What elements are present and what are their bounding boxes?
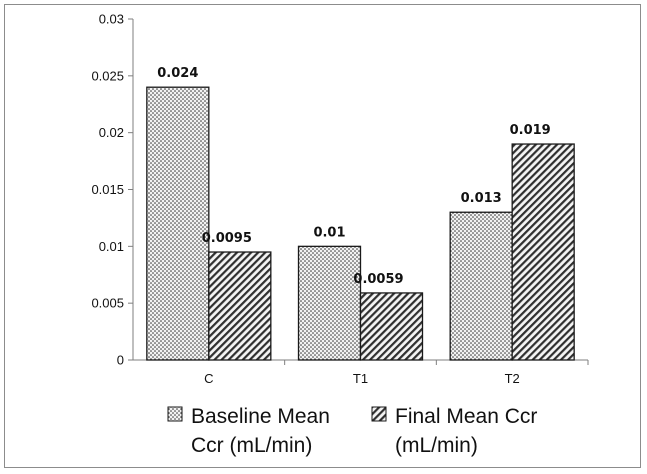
bar-series-0-T2 [449,211,513,361]
legend-swatch-0 [167,406,183,422]
bar-series-1-C [208,251,272,361]
data-labels: 0.024 0.01 0.013 0.0095 0.0059 0.019 [157,66,550,287]
data-label: 0.0095 [202,231,252,246]
y-tick-label: 0.025 [91,68,124,83]
bars [146,86,575,361]
bar-series-1-T1 [359,292,424,361]
y-tick-label: 0.03 [99,12,124,27]
data-label: 0.013 [461,191,502,206]
data-label: 0.01 [313,225,345,240]
legend: Baseline Mean Ccr (mL/min) Final Mean Ccr (… [167,405,537,457]
bar-series-1-T2 [511,143,575,361]
y-tick-label: 0.005 [91,296,124,311]
legend-swatch-1 [371,406,387,422]
bar-series-0-T1 [297,245,362,361]
data-label: 0.0059 [353,272,403,287]
legend-label: Ccr (mL/min) [191,434,312,457]
y-tick-label: 0 [117,353,124,368]
data-label: 0.024 [157,66,198,81]
y-tick-label: 0.015 [91,182,124,197]
legend-label: (mL/min) [395,434,478,457]
bar-series-0-C [146,86,210,361]
x-tick-label: T1 [353,371,368,386]
x-tick-label: T2 [505,371,520,386]
legend-label: Final Mean Ccr [395,405,537,428]
data-label: 0.019 [510,123,551,138]
x-tick-label: C [204,371,213,386]
y-tick-label: 0.02 [99,125,124,140]
y-tick-label: 0.01 [99,239,124,254]
legend-label: Baseline Mean [191,405,330,428]
